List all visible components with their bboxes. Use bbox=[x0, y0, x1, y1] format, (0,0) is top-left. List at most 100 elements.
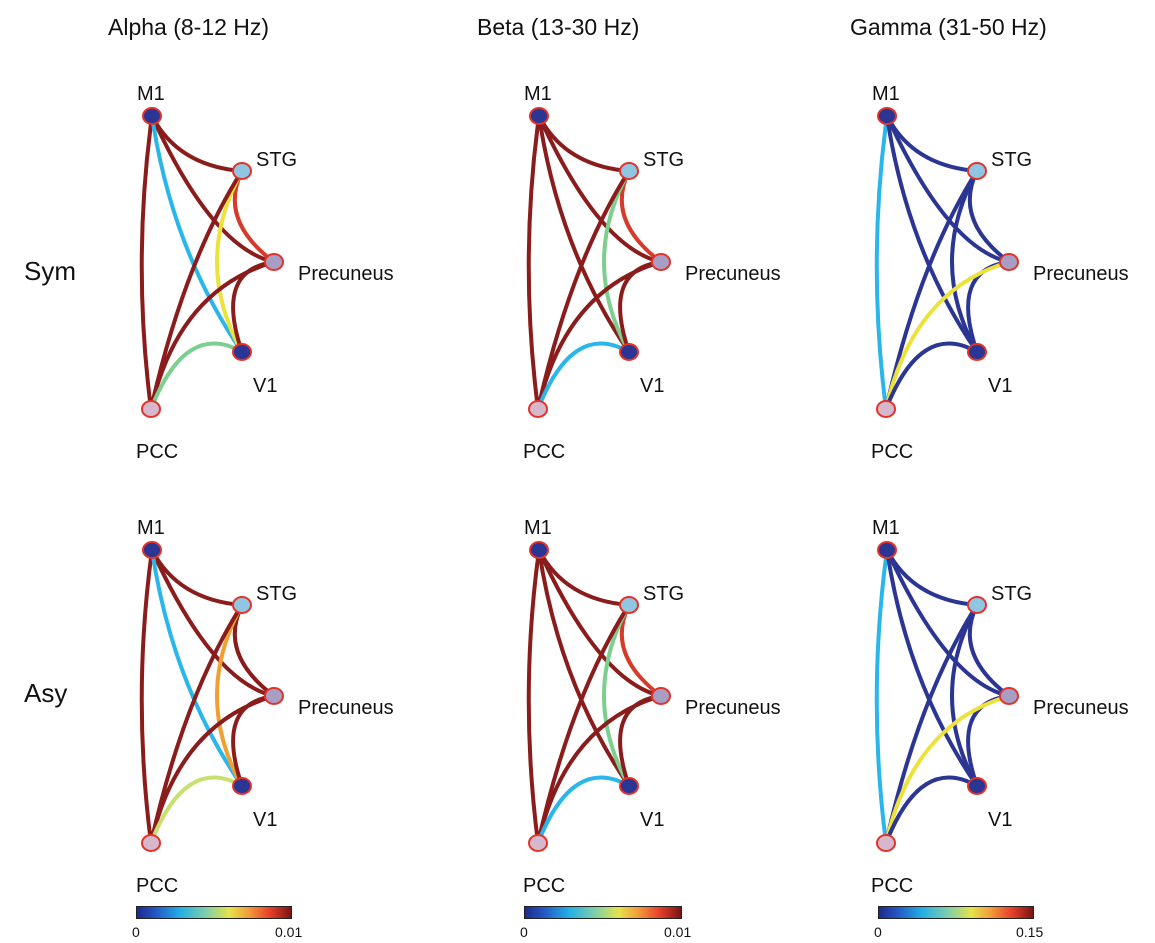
colorbar-gamma-min: 0 bbox=[874, 924, 882, 940]
edge-stg-precuneus bbox=[619, 169, 663, 264]
column-title-alpha: Alpha (8-12 Hz) bbox=[108, 14, 270, 40]
node-stg bbox=[619, 596, 639, 614]
edge-stg-v1 bbox=[215, 169, 244, 354]
node-label-precuneus: Precuneus bbox=[1033, 697, 1129, 719]
node-m1 bbox=[142, 107, 162, 125]
node-m1 bbox=[529, 107, 549, 125]
node-label-pcc: PCC bbox=[136, 441, 178, 463]
node-label-v1: V1 bbox=[253, 809, 277, 831]
node-m1 bbox=[142, 541, 162, 559]
edge-m1-v1 bbox=[537, 114, 631, 354]
node-label-precuneus: Precuneus bbox=[685, 697, 781, 719]
node-precuneus bbox=[999, 687, 1019, 705]
node-precuneus bbox=[651, 253, 671, 271]
edge-m1-v1 bbox=[150, 548, 244, 788]
node-v1 bbox=[967, 777, 987, 795]
node-stg bbox=[967, 596, 987, 614]
edge-m1-precuneus bbox=[150, 548, 276, 698]
node-label-stg: STG bbox=[256, 149, 297, 171]
edge-v1-pcc bbox=[149, 341, 244, 411]
edge-stg-v1 bbox=[602, 603, 631, 788]
node-label-m1: M1 bbox=[137, 83, 165, 105]
node-label-m1: M1 bbox=[872, 517, 900, 539]
node-v1 bbox=[967, 343, 987, 361]
column-title-gamma: Gamma (31-50 Hz) bbox=[850, 14, 1047, 40]
node-label-pcc: PCC bbox=[523, 441, 565, 463]
node-precuneus bbox=[264, 253, 284, 271]
node-label-stg: STG bbox=[991, 149, 1032, 171]
node-stg bbox=[232, 162, 252, 180]
edge-m1-v1 bbox=[885, 548, 979, 788]
edge-stg-precuneus bbox=[232, 169, 276, 264]
edge-m1-pcc bbox=[526, 548, 541, 845]
node-pcc bbox=[528, 834, 548, 852]
edge-stg-precuneus bbox=[619, 603, 663, 698]
edge-precuneus-pcc bbox=[884, 260, 1011, 411]
edge-stg-precuneus bbox=[232, 603, 276, 698]
colorbar-beta bbox=[524, 906, 682, 919]
node-label-pcc: PCC bbox=[871, 441, 913, 463]
edge-m1-precuneus bbox=[885, 114, 1011, 264]
node-label-precuneus: Precuneus bbox=[1033, 263, 1129, 285]
edge-precuneus-pcc bbox=[884, 694, 1011, 845]
node-pcc bbox=[876, 400, 896, 418]
node-precuneus bbox=[264, 687, 284, 705]
node-pcc bbox=[141, 834, 161, 852]
edge-m1-pcc bbox=[139, 114, 154, 411]
edge-v1-pcc bbox=[536, 775, 631, 845]
network-panel-3: M1 STG Precuneus V1 PCC bbox=[136, 517, 394, 897]
node-label-m1: M1 bbox=[524, 517, 552, 539]
edge-stg-v1 bbox=[602, 169, 631, 354]
node-pcc bbox=[876, 834, 896, 852]
edge-precuneus-pcc bbox=[149, 260, 276, 411]
colorbar-beta-max: 0.01 bbox=[664, 924, 692, 940]
edge-m1-precuneus bbox=[885, 548, 1011, 698]
edge-v1-pcc bbox=[884, 775, 979, 845]
network-panel-4: M1 STG Precuneus V1 PCC bbox=[523, 517, 781, 897]
edge-m1-precuneus bbox=[537, 548, 663, 698]
edge-stg-pcc bbox=[884, 603, 979, 845]
node-label-pcc: PCC bbox=[871, 875, 913, 897]
edge-stg-v1 bbox=[950, 169, 979, 354]
colorbar-alpha-min: 0 bbox=[132, 924, 140, 940]
edge-m1-v1 bbox=[150, 114, 244, 354]
node-stg bbox=[967, 162, 987, 180]
node-label-v1: V1 bbox=[988, 809, 1012, 831]
edge-m1-pcc bbox=[139, 548, 154, 845]
node-label-precuneus: Precuneus bbox=[298, 263, 394, 285]
colorbar-gamma-max: 0.15 bbox=[1016, 924, 1044, 940]
edge-v1-pcc bbox=[536, 341, 631, 411]
edge-precuneus-pcc bbox=[536, 694, 663, 845]
node-precuneus bbox=[651, 687, 671, 705]
node-m1 bbox=[877, 541, 897, 559]
edge-stg-v1 bbox=[215, 603, 244, 788]
node-label-v1: V1 bbox=[640, 375, 664, 397]
edge-m1-precuneus bbox=[537, 114, 663, 264]
network-panel-5: M1 STG Precuneus V1 PCC bbox=[871, 517, 1129, 897]
node-label-v1: V1 bbox=[253, 375, 277, 397]
node-label-precuneus: Precuneus bbox=[685, 263, 781, 285]
row-label-asy: Asy bbox=[24, 678, 68, 708]
node-precuneus bbox=[999, 253, 1019, 271]
node-pcc bbox=[141, 400, 161, 418]
edge-m1-pcc bbox=[526, 114, 541, 411]
edge-stg-pcc bbox=[536, 603, 631, 845]
node-stg bbox=[232, 596, 252, 614]
edge-stg-pcc bbox=[149, 603, 244, 845]
edge-stg-pcc bbox=[536, 169, 631, 411]
edge-precuneus-pcc bbox=[536, 260, 663, 411]
node-label-stg: STG bbox=[643, 149, 684, 171]
node-v1 bbox=[619, 777, 639, 795]
node-label-pcc: PCC bbox=[136, 875, 178, 897]
node-label-m1: M1 bbox=[137, 517, 165, 539]
node-stg bbox=[619, 162, 639, 180]
node-label-v1: V1 bbox=[640, 809, 664, 831]
edge-stg-v1 bbox=[950, 603, 979, 788]
network-panel-0: M1 STG Precuneus V1 PCC bbox=[136, 83, 394, 463]
edge-m1-v1 bbox=[537, 548, 631, 788]
node-label-stg: STG bbox=[643, 583, 684, 605]
edge-precuneus-pcc bbox=[149, 694, 276, 845]
colorbar-alpha-max: 0.01 bbox=[275, 924, 303, 940]
edge-m1-pcc bbox=[874, 114, 889, 411]
